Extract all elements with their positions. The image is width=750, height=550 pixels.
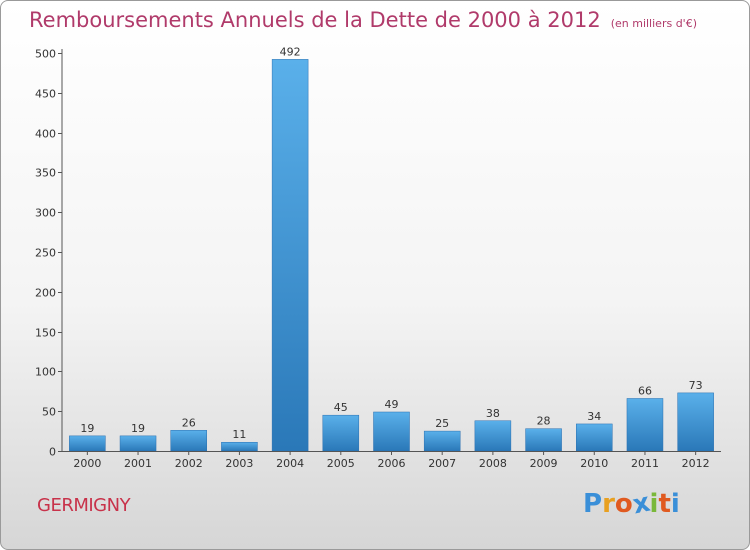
x-tick-label-2002: 2002 [175, 457, 203, 470]
data-label-2012: 73 [689, 379, 703, 392]
y-tick-label: 350 [35, 167, 56, 180]
data-label-2007: 25 [435, 417, 449, 430]
x-tick-label-2001: 2001 [124, 457, 152, 470]
data-label-2009: 28 [537, 415, 551, 428]
logo-letter: i [670, 489, 680, 519]
data-label-2006: 49 [385, 398, 399, 411]
logo-letter: P [583, 489, 603, 519]
x-tick-label-2011: 2011 [631, 457, 659, 470]
bar-2007 [423, 430, 461, 452]
bar-2001 [119, 435, 157, 452]
logo-letter: t [658, 489, 671, 519]
data-label-2011: 66 [638, 384, 652, 397]
x-tick-label-2005: 2005 [327, 457, 355, 470]
y-tick-label: 100 [35, 366, 56, 379]
data-label-2010: 34 [587, 410, 601, 423]
x-tick-label-2012: 2012 [682, 457, 710, 470]
bar-2011 [626, 398, 664, 452]
data-label-2004: 492 [280, 45, 301, 58]
data-label-2005: 45 [334, 401, 348, 414]
data-label-2003: 11 [232, 428, 246, 441]
x-tick-label-2009: 2009 [530, 457, 558, 470]
logo-letter: o [614, 489, 633, 519]
bar-2004 [271, 59, 309, 452]
bar-2000 [69, 435, 106, 452]
bar-2010 [576, 423, 613, 452]
y-tick-label: 150 [35, 327, 56, 340]
y-tick-label: 450 [35, 88, 56, 101]
data-label-2001: 19 [131, 422, 145, 435]
y-tick-label: 300 [35, 207, 56, 220]
bar-2005 [322, 414, 360, 452]
logo-letter: i [649, 489, 659, 519]
commune-name: GERMIGNY [37, 495, 131, 516]
chart-title-text: Remboursements Annuels de la Dette de 20… [29, 8, 601, 32]
y-tick-label: 400 [35, 128, 56, 141]
y-tick-label: 0 [49, 446, 56, 459]
bar-2002 [170, 430, 207, 452]
y-tick-label: 500 [35, 48, 56, 61]
bar-2009 [525, 428, 562, 452]
x-tick-label-2006: 2006 [378, 457, 406, 470]
y-tick-label: 200 [35, 287, 56, 300]
bar-2006 [373, 411, 410, 452]
x-tick-label-2007: 2007 [428, 457, 456, 470]
data-label-2002: 26 [182, 416, 196, 429]
x-tick-label-2004: 2004 [276, 457, 304, 470]
y-tick-label: 50 [42, 406, 56, 419]
chart-subtitle: (en milliers d'€) [610, 17, 697, 30]
x-tick-label-2000: 2000 [73, 457, 101, 470]
x-tick-label-2003: 2003 [225, 457, 253, 470]
bar-2003 [221, 441, 258, 452]
x-tick-label-2008: 2008 [479, 457, 507, 470]
bar-2008 [474, 420, 512, 452]
bar-2012 [677, 392, 714, 452]
data-label-2000: 19 [80, 422, 94, 435]
logo-letter: r [602, 489, 615, 519]
y-tick-label: 250 [35, 247, 56, 260]
x-tick-label-2010: 2010 [580, 457, 608, 470]
proxiti-logo: Proxiti [583, 488, 680, 521]
data-label-2008: 38 [486, 407, 500, 420]
chart-title: Remboursements Annuels de la Dette de 20… [29, 8, 697, 32]
